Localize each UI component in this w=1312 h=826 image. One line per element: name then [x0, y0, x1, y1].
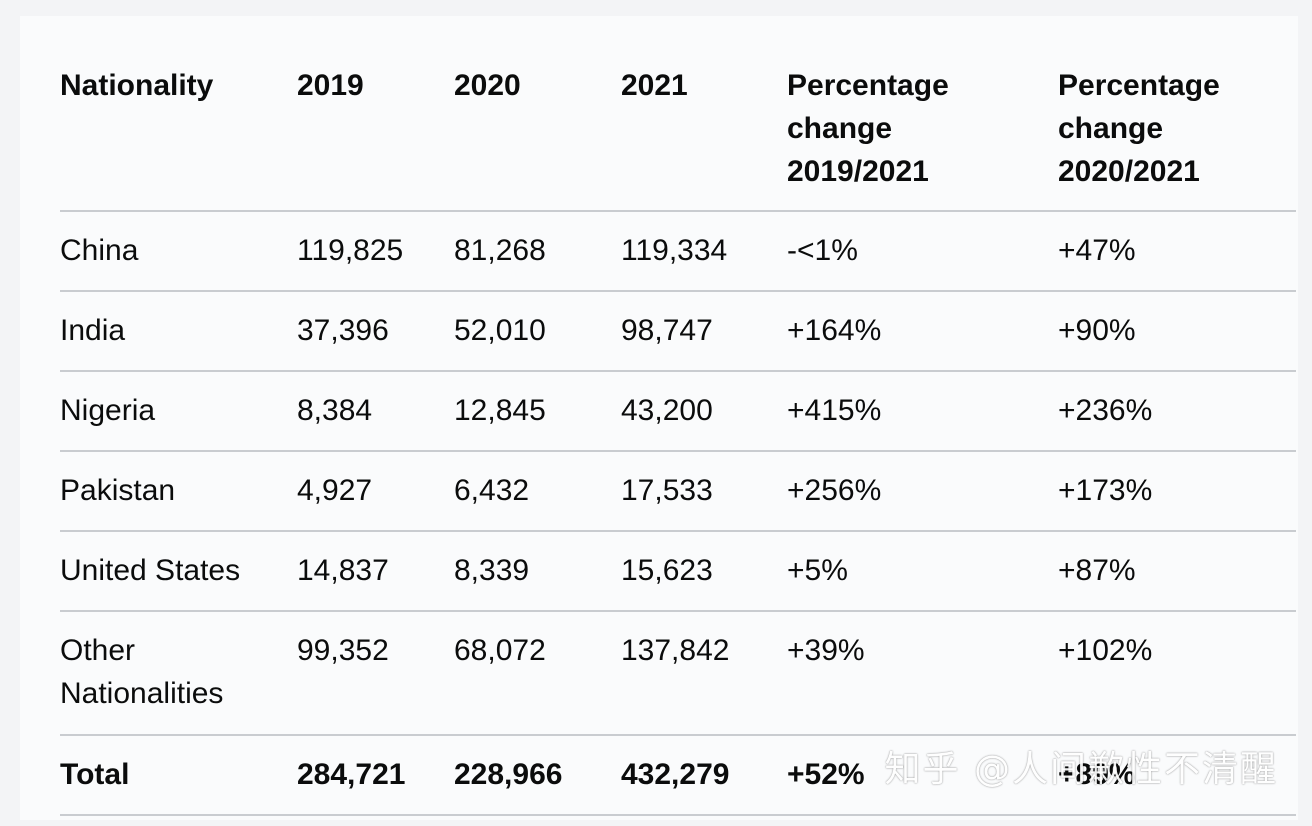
cell-pct-2020-2021: +90% — [1058, 314, 1136, 347]
header-2021: 2021 — [621, 69, 688, 102]
cell-2020: 8,339 — [454, 554, 530, 587]
cell-2020: 52,010 — [454, 314, 546, 347]
cell-pct-2019-2021: +39% — [787, 634, 865, 667]
total-2021: 432,279 — [621, 758, 730, 791]
total-2020: 228,966 — [454, 758, 563, 791]
table-header-row: Nationality 2019 2020 2021 Percentage ch… — [60, 58, 1296, 212]
cell-pct-2020-2021: +102% — [1058, 634, 1153, 667]
cell-pct-2019-2021: +256% — [787, 474, 882, 507]
cell-nationality: Other Nationalities — [60, 634, 224, 710]
visa-statistics-table: Nationality 2019 2020 2021 Percentage ch… — [60, 58, 1296, 816]
table-row: Other Nationalities 99,352 68,072 137,84… — [60, 612, 1296, 736]
table-card: Nationality 2019 2020 2021 Percentage ch… — [20, 16, 1298, 820]
cell-2021: 15,623 — [621, 554, 713, 587]
cell-2019: 14,837 — [297, 554, 389, 587]
cell-pct-2020-2021: +236% — [1058, 394, 1153, 427]
cell-pct-2019-2021: -<1% — [787, 234, 858, 267]
cell-nationality: United States — [60, 554, 241, 587]
cell-2021: 98,747 — [621, 314, 713, 347]
cell-2019: 8,384 — [297, 394, 373, 427]
table-row: Pakistan 4,927 6,432 17,533 +256% +173% — [60, 452, 1296, 532]
total-pct-2020-2021: +89% — [1058, 758, 1136, 791]
header-pct-2020-2021: Percentage change 2020/2021 — [1058, 69, 1220, 188]
cell-nationality: India — [60, 314, 126, 347]
table-row: India 37,396 52,010 98,747 +164% +90% — [60, 292, 1296, 372]
cell-2019: 99,352 — [297, 634, 389, 667]
cell-pct-2020-2021: +87% — [1058, 554, 1136, 587]
table-total-row: Total 284,721 228,966 432,279 +52% +89% — [60, 736, 1296, 816]
cell-2019: 37,396 — [297, 314, 389, 347]
cell-2021: 137,842 — [621, 634, 730, 667]
table-row: China 119,825 81,268 119,334 -<1% +47% — [60, 212, 1296, 292]
cell-2020: 12,845 — [454, 394, 546, 427]
cell-2021: 119,334 — [621, 234, 728, 267]
header-2020: 2020 — [454, 69, 521, 102]
cell-2021: 43,200 — [621, 394, 713, 427]
cell-2020: 6,432 — [454, 474, 530, 507]
cell-pct-2020-2021: +173% — [1058, 474, 1153, 507]
table-row: United States 14,837 8,339 15,623 +5% +8… — [60, 532, 1296, 612]
cell-2021: 17,533 — [621, 474, 713, 507]
cell-2019: 119,825 — [297, 234, 404, 267]
cell-pct-2019-2021: +164% — [787, 314, 882, 347]
header-nationality: Nationality — [60, 69, 214, 102]
header-2019: 2019 — [297, 69, 364, 102]
table-row: Nigeria 8,384 12,845 43,200 +415% +236% — [60, 372, 1296, 452]
total-2019: 284,721 — [297, 758, 406, 791]
header-pct-2019-2021: Percentage change 2019/2021 — [787, 69, 949, 188]
zhihu-watermark: 知乎 @人间歉性不清醒 — [884, 749, 1278, 790]
cell-pct-2019-2021: +415% — [787, 394, 882, 427]
cell-pct-2020-2021: +47% — [1058, 234, 1136, 267]
cell-2020: 68,072 — [454, 634, 546, 667]
cell-nationality: Nigeria — [60, 394, 156, 427]
cell-2019: 4,927 — [297, 474, 373, 507]
cell-nationality: China — [60, 234, 139, 267]
cell-pct-2019-2021: +5% — [787, 554, 848, 587]
total-label: Total — [60, 758, 130, 791]
total-pct-2019-2021: +52% — [787, 758, 865, 791]
cell-2020: 81,268 — [454, 234, 546, 267]
cell-nationality: Pakistan — [60, 474, 176, 507]
